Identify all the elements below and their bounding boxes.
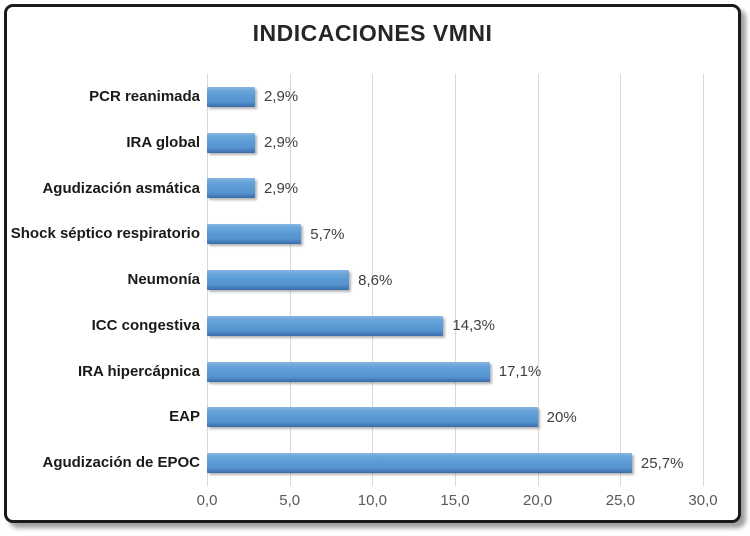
category-label: ICC congestiva <box>91 316 200 334</box>
x-tick-label: 0,0 <box>196 492 218 509</box>
value-label: 8,6% <box>358 271 393 289</box>
bar-row: 20% <box>207 394 703 440</box>
gridline <box>703 74 704 486</box>
category-label: IRA global <box>126 133 200 151</box>
x-tick-label: 20,0 <box>523 492 553 509</box>
x-tick-label: 10,0 <box>357 492 387 509</box>
value-label: 17,1% <box>498 363 542 381</box>
gridline <box>537 74 539 486</box>
bar <box>207 178 255 199</box>
category-label: Neumonía <box>127 271 200 289</box>
plot-area: 2,9% 2,9% 2,9% 5,7% 8,6% 14,3% 17,1% 20% 25,7% <box>207 74 704 486</box>
bar-row: 8,6% <box>207 257 703 303</box>
bar <box>207 86 255 107</box>
x-tick-label: 25,0 <box>605 492 635 509</box>
bar-row: 2,9% <box>207 120 703 166</box>
gridline <box>372 74 374 486</box>
x-tick-label: 5,0 <box>279 492 301 509</box>
bar <box>207 407 538 428</box>
category-label: IRA hipercápnica <box>78 362 200 380</box>
bar <box>207 315 444 336</box>
bar <box>207 453 632 474</box>
category-label: EAP <box>169 408 200 426</box>
bar <box>207 361 490 382</box>
x-tick-label: 15,0 <box>440 492 470 509</box>
bar-row: 2,9% <box>207 74 703 120</box>
bar <box>207 270 350 290</box>
value-label: 2,9% <box>263 179 299 197</box>
bar <box>207 132 255 153</box>
bar-row: 17,1% <box>207 349 703 395</box>
bar <box>207 224 302 245</box>
bar-row: 25,7% <box>207 440 703 486</box>
gridline <box>620 74 622 486</box>
category-label: Agudización asmática <box>42 179 200 197</box>
value-label: 2,9% <box>263 134 299 152</box>
category-axis: PCR reanimada IRA global Agudización asmát… <box>8 74 200 486</box>
value-label: 2,9% <box>263 88 299 106</box>
bar-row: 14,3% <box>207 303 703 349</box>
category-label: Agudización de EPOC <box>42 454 200 472</box>
gridline <box>455 74 456 486</box>
value-label: 25,7% <box>640 454 684 472</box>
category-label: PCR reanimada <box>89 88 200 106</box>
value-label: 20% <box>546 408 577 426</box>
value-label: 14,3% <box>452 317 495 335</box>
x-tick-label: 30,0 <box>688 492 718 509</box>
bar-row: 2,9% <box>207 166 703 212</box>
value-label: 5,7% <box>310 225 345 243</box>
chart-title: INDICACIONES VMNI <box>252 20 493 46</box>
category-label: Shock séptico respiratorio <box>10 225 200 243</box>
bar-row: 5,7% <box>207 211 703 257</box>
x-axis: 0,0 5,0 10,0 15,0 20,0 25,0 30,0 <box>197 492 718 512</box>
